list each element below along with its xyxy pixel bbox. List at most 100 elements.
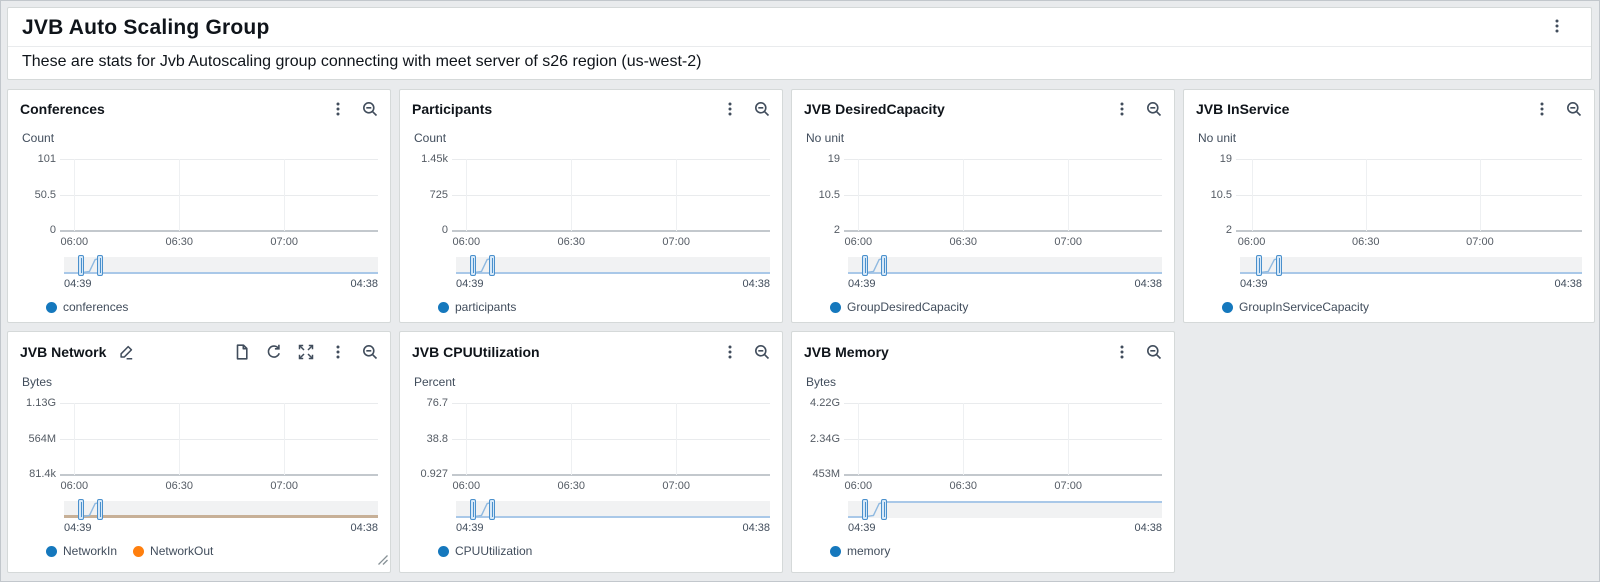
timeline-brush-handle[interactable] (470, 499, 477, 520)
timeline-band[interactable] (848, 255, 1162, 276)
gridline (1251, 159, 1253, 231)
gridline (74, 159, 76, 231)
zoom-out-icon[interactable] (754, 101, 770, 117)
timeline-brush-handle[interactable] (862, 255, 869, 276)
timeline-end-label: 04:38 (350, 522, 378, 534)
timeline-brush-handle[interactable] (862, 499, 869, 520)
file-icon[interactable] (234, 344, 250, 360)
kebab-menu-icon[interactable] (1549, 18, 1565, 39)
kebab-menu-icon[interactable] (1114, 344, 1130, 360)
legend-item[interactable]: CPUUtilization (438, 544, 532, 558)
timeline-start-label: 04:39 (64, 522, 92, 534)
x-tick-label: 06:00 (1237, 236, 1266, 248)
x-axis-line (1236, 230, 1582, 232)
timeline-band[interactable] (64, 499, 378, 520)
widget-grid: Conferences Count 101 50.5 0 06:00 06:30 07:… (7, 89, 1595, 573)
kebab-menu-icon[interactable] (722, 101, 738, 117)
timeline-brush-handle[interactable] (489, 499, 496, 520)
timeline-brush-handle[interactable] (1276, 255, 1283, 276)
legend-item[interactable]: participants (438, 300, 516, 314)
zoom-out-icon[interactable] (362, 101, 378, 117)
legend-color-dot (46, 545, 57, 557)
timeline-labels: 04:39 04:38 (64, 278, 378, 290)
timeline-brush-handle[interactable] (1255, 255, 1262, 276)
timeline-band[interactable] (456, 255, 770, 276)
plot-region[interactable]: 06:00 06:30 07:00 (452, 403, 770, 492)
legend-item[interactable]: NetworkOut (133, 544, 213, 558)
panel-actions (722, 344, 770, 360)
gridline (60, 159, 378, 160)
zoom-out-icon[interactable] (1146, 344, 1162, 360)
refresh-icon[interactable] (266, 344, 282, 360)
edit-pencil-icon[interactable] (118, 344, 134, 360)
timeline-brush-handle[interactable] (97, 499, 104, 520)
expand-icon[interactable] (298, 344, 314, 360)
zoom-out-icon[interactable] (1566, 101, 1582, 117)
plot-region[interactable]: 06:00 06:30 07:00 (452, 159, 770, 248)
timeline-brush-handle[interactable] (470, 255, 477, 276)
timeline-brush-handle[interactable] (489, 255, 496, 276)
timeline-labels: 04:39 04:38 (456, 522, 770, 534)
timeline-brush-handle[interactable] (78, 499, 85, 520)
resize-handle-icon[interactable] (377, 552, 388, 570)
line-chart (844, 403, 1162, 475)
y-tick-label: 10.5 (1210, 189, 1232, 201)
timeline-brush-handle[interactable] (78, 255, 85, 276)
gridline (963, 403, 965, 475)
zoom-out-icon[interactable] (1146, 101, 1162, 117)
time-range-selector: 04:39 04:38 (848, 499, 1162, 534)
legend-item[interactable]: conferences (46, 300, 128, 314)
legend-item[interactable]: GroupDesiredCapacity (830, 300, 968, 314)
gridline (452, 403, 770, 404)
plot-region[interactable]: 06:00 06:30 07:00 (844, 159, 1162, 248)
timeline-band[interactable] (64, 255, 378, 276)
legend-item[interactable]: GroupInServiceCapacity (1222, 300, 1369, 314)
gridline (452, 159, 770, 160)
timeline-end-label: 04:38 (1554, 278, 1582, 290)
legend-label: participants (455, 300, 517, 314)
zoom-out-icon[interactable] (754, 344, 770, 360)
x-tick-label: 06:30 (557, 236, 586, 248)
gridline (1236, 159, 1582, 160)
timeline-start-label: 04:39 (64, 278, 92, 290)
kebab-menu-icon[interactable] (1114, 101, 1130, 117)
timeline-band[interactable] (1240, 255, 1582, 276)
x-tick-label: 06:30 (1351, 236, 1380, 248)
timeline-brush-handle[interactable] (881, 499, 888, 520)
gridline (1068, 403, 1070, 475)
kebab-menu-icon[interactable] (1534, 101, 1550, 117)
legend-item[interactable]: NetworkIn (46, 544, 117, 558)
time-range-selector: 04:39 04:38 (456, 255, 770, 290)
x-tick-label: 07:00 (662, 236, 690, 248)
chart-area: 4.22G 2.34G 453M 06:00 06:30 07:00 (804, 397, 1162, 492)
x-tick-label: 06:30 (949, 236, 978, 248)
timeline-brush-handle[interactable] (881, 255, 888, 276)
legend-label: CPUUtilization (455, 544, 533, 558)
y-axis-unit-label: Count (22, 131, 55, 145)
plot-region[interactable]: 06:00 06:30 07:00 (60, 403, 378, 492)
timeline-band[interactable] (456, 499, 770, 520)
legend-color-dot (133, 545, 145, 557)
timeline-band[interactable] (848, 499, 1162, 520)
plot-region[interactable]: 06:00 06:30 07:00 (1236, 159, 1582, 248)
plot-region[interactable]: 06:00 06:30 07:00 (60, 159, 378, 248)
kebab-menu-icon[interactable] (330, 344, 346, 360)
kebab-menu-icon[interactable] (722, 344, 738, 360)
plot-region[interactable]: 06:00 06:30 07:00 (844, 403, 1162, 492)
line-chart (60, 403, 378, 475)
x-tick-label: 06:00 (452, 236, 481, 248)
legend-item[interactable]: memory (830, 544, 890, 558)
timeline-brush-handle[interactable] (97, 255, 104, 276)
x-tick-label: 07:00 (270, 480, 298, 492)
gridline (179, 159, 181, 231)
y-tick-label: 38.8 (426, 433, 448, 445)
gridline (858, 403, 860, 475)
zoom-out-icon[interactable] (362, 344, 378, 360)
panel-header: Participants (412, 99, 770, 119)
x-axis-line (60, 474, 378, 476)
kebab-menu-icon[interactable] (330, 101, 346, 117)
x-tick-label: 06:00 (844, 480, 873, 492)
series-NetworkOut (118, 344, 134, 360)
x-axis-line (60, 230, 378, 232)
legend-color-dot (438, 545, 449, 557)
